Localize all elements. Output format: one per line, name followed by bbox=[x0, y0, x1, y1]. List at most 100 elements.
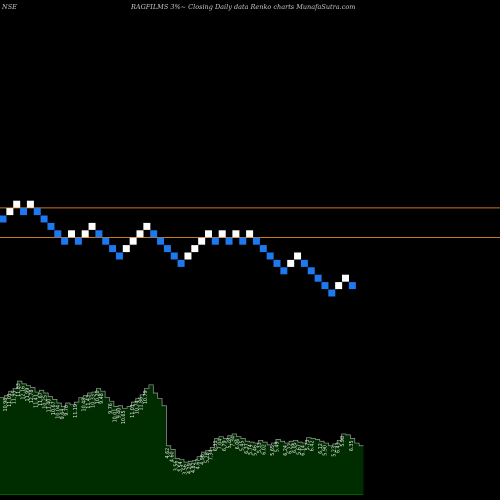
volume-data-label-61: 6.43 bbox=[336, 442, 342, 453]
renko-brick-16 bbox=[102, 237, 110, 245]
volume-data-label-1: 10.98 bbox=[3, 398, 9, 412]
renko-brick-37 bbox=[246, 230, 254, 238]
volume-data-label-13: 9.70 bbox=[64, 405, 70, 416]
volume-data-label-28: 3.56 bbox=[174, 461, 180, 472]
volume-data-label-16: 11.43 bbox=[86, 395, 92, 409]
volume-line bbox=[0, 380, 364, 463]
renko-brick-10 bbox=[61, 237, 69, 245]
renko-brick-44 bbox=[294, 252, 302, 260]
renko-brick-2 bbox=[6, 208, 14, 216]
renko-brick-31 bbox=[205, 230, 212, 238]
exchange-label: NSE bbox=[2, 3, 17, 11]
renko-brick-4 bbox=[20, 208, 28, 216]
volume-data-label-47: 5.33 bbox=[257, 442, 263, 453]
renko-brick-38 bbox=[252, 237, 260, 245]
renko-brick-50 bbox=[335, 282, 343, 290]
volume-data-label-38: 7.04 bbox=[218, 439, 224, 450]
renko-brick-52 bbox=[348, 282, 356, 290]
renko-brick-11 bbox=[68, 230, 75, 238]
renko-brick-36 bbox=[239, 237, 247, 245]
renko-brick-14 bbox=[88, 222, 96, 230]
volume-data-label-18: 9.48 bbox=[99, 393, 105, 404]
volume-data-label-55: 6.14 bbox=[301, 445, 307, 456]
volume-data-label-64: 11.95 bbox=[12, 390, 18, 404]
renko-brick-19 bbox=[122, 245, 130, 253]
renko-brick-3 bbox=[13, 200, 21, 208]
renko-brick-49 bbox=[328, 289, 336, 297]
renko-brick-21 bbox=[136, 230, 144, 238]
renko-brick-39 bbox=[259, 245, 267, 253]
renko-brick-29 bbox=[191, 245, 199, 253]
renko-brick-18 bbox=[115, 252, 123, 260]
volume-data-label-33: 4.67 bbox=[196, 459, 202, 470]
volume-data-label-15: 10.48 bbox=[82, 398, 88, 412]
volume-data-label-57: 6.42 bbox=[309, 440, 315, 451]
volume-data-label-27: 4.60 bbox=[169, 451, 175, 462]
volume-data-label-43: 5.45 bbox=[239, 440, 245, 451]
volume-data-label-62: 5.98 bbox=[340, 436, 346, 447]
volume-data-label-4: 12.16 bbox=[20, 386, 26, 400]
volume-data-label-53: 6.05 bbox=[292, 442, 298, 453]
renko-brick-30 bbox=[198, 237, 206, 245]
volume-data-label-30: 3.56 bbox=[182, 464, 188, 475]
volume-data-label-45: 5.74 bbox=[248, 444, 254, 455]
volume-data-label-21: 9.40 bbox=[117, 408, 123, 419]
renko-brick-35 bbox=[232, 230, 240, 238]
renko-brick-8 bbox=[47, 222, 55, 230]
volume-data-label-19: 9.76 bbox=[108, 403, 114, 414]
volume-data-label-2: 11.01 bbox=[7, 393, 13, 407]
volume-data-label-14: 11.19 bbox=[73, 404, 79, 418]
volume-data-label-51: 6.24 bbox=[283, 445, 289, 456]
volume-data-label-17: 10.20 bbox=[95, 390, 101, 404]
volume-data-label-48: 6.02 bbox=[261, 444, 267, 455]
volume-area bbox=[0, 381, 364, 494]
renko-brick-48 bbox=[321, 282, 329, 290]
volume-data-label-65: 10.25 bbox=[42, 395, 48, 409]
renko-brick-1 bbox=[0, 215, 7, 223]
renko-brick-33 bbox=[218, 230, 226, 238]
volume-data-label-8: 11.67 bbox=[38, 392, 44, 406]
volume-data-label-5: 11.99 bbox=[25, 388, 31, 402]
chart-title: RAGFILMS 3%~ Closing Daily data Renko ch… bbox=[131, 3, 356, 11]
renko-brick-42 bbox=[280, 267, 288, 275]
volume-data-label-12: 9.64 bbox=[60, 409, 66, 420]
renko-brick-26 bbox=[170, 252, 178, 260]
renko-brick-6 bbox=[33, 208, 41, 216]
volume-data-label-29: 3.54 bbox=[178, 461, 184, 472]
renko-brick-27 bbox=[177, 259, 185, 267]
volume-data-label-52: 6.22 bbox=[288, 443, 294, 454]
volume-data-label-36: 7.34 bbox=[209, 450, 215, 461]
renko-brick-22 bbox=[143, 222, 151, 230]
volume-data-label-10: 10.67 bbox=[51, 401, 57, 415]
volume-data-label-41: 7.34 bbox=[231, 436, 237, 447]
volume-data-label-49: 5.65 bbox=[270, 445, 276, 456]
renko-brick-41 bbox=[273, 259, 281, 267]
volume-data-label-40: 5.28 bbox=[226, 438, 232, 449]
volume-data-label-37: 6.31 bbox=[213, 440, 219, 451]
volume-data-label-7: 11.41 bbox=[34, 394, 40, 408]
renko-brick-32 bbox=[211, 237, 219, 245]
volume-data-label-58: 6.12 bbox=[318, 443, 324, 454]
renko-brick-34 bbox=[225, 237, 233, 245]
volume-data-label-46: 5.46 bbox=[253, 445, 259, 456]
renko-brick-7 bbox=[40, 215, 48, 223]
volume-data-label-35: 5.28 bbox=[204, 452, 210, 463]
volume-data-label-42: 6.06 bbox=[235, 439, 241, 450]
renko-brick-51 bbox=[342, 274, 349, 282]
renko-brick-15 bbox=[95, 230, 103, 238]
volume-data-label-60: 5.23 bbox=[331, 446, 337, 457]
volume-data-label-54: 5.67 bbox=[296, 444, 302, 455]
volume-data-label-9: 11.40 bbox=[47, 399, 53, 413]
volume-data-label-23: 11.01 bbox=[130, 404, 136, 418]
renko-brick-46 bbox=[307, 267, 315, 275]
volume-data-label-67: 10.74 bbox=[134, 400, 140, 414]
volume-data-label-34: 4.96 bbox=[200, 454, 206, 465]
volume-data-label-56: 5.73 bbox=[305, 440, 311, 451]
volume-data-label-24: 11.86 bbox=[139, 397, 145, 411]
volume-data-label-31: 4.29 bbox=[187, 463, 193, 474]
volume-data-label-50: 5.49 bbox=[274, 441, 280, 452]
renko-brick-20 bbox=[129, 237, 137, 245]
renko-brick-23 bbox=[150, 230, 158, 238]
